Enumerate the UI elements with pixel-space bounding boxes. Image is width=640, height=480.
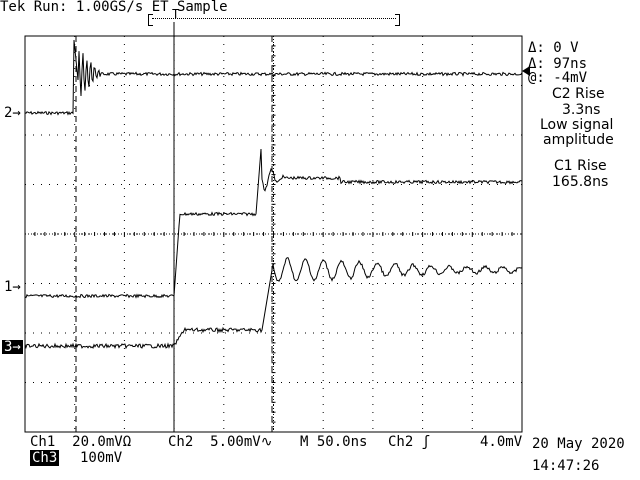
- delta-time-readout: Δ: 97ns: [528, 56, 588, 72]
- ch1-ground-marker: 1→: [4, 279, 21, 295]
- ch1-waveform: [24, 148, 523, 299]
- traces: [24, 39, 523, 350]
- timebase: M 50.0ns: [300, 434, 368, 450]
- trigger-level-arrow: [522, 66, 530, 76]
- ch3-waveform: [24, 257, 523, 350]
- measurement-value-2: 165.8ns: [552, 174, 609, 190]
- trigger-source: Ch2 ʃ: [388, 434, 431, 450]
- measurement-note-2: amplitude: [543, 132, 614, 148]
- ch2-scale: Ch2 5.00mV∿: [168, 434, 273, 450]
- graticule: [24, 35, 523, 433]
- cursors: [75, 22, 530, 432]
- ch3-scale: 100mV: [80, 450, 123, 466]
- time: 14:47:26: [532, 458, 600, 474]
- ch3-ground-marker: 3→: [2, 339, 23, 355]
- measurement-label-1: C2 Rise: [552, 86, 605, 102]
- measurement-label-2: C1 Rise: [554, 158, 607, 174]
- delta-voltage-readout: Δ: 0 V: [528, 40, 579, 56]
- acquisition-status: Tek Run: 1.00GS/s ET Sample: [0, 0, 228, 15]
- ch3-label: Ch3: [30, 450, 60, 466]
- trigger-position-bar: T: [148, 8, 400, 26]
- measurement-note-1: Low signal: [540, 117, 614, 133]
- ch2-ground-marker: 2→: [4, 105, 21, 121]
- date: 20 May 2020: [532, 436, 625, 452]
- cursor-position-readout: @: -4mV: [528, 70, 588, 86]
- trigger-level: 4.0mV: [480, 434, 523, 450]
- measurement-value-1: 3.3ns: [562, 102, 601, 118]
- ch2-waveform: [24, 39, 523, 116]
- ch1-scale: Ch1 20.0mVΩ: [30, 434, 132, 450]
